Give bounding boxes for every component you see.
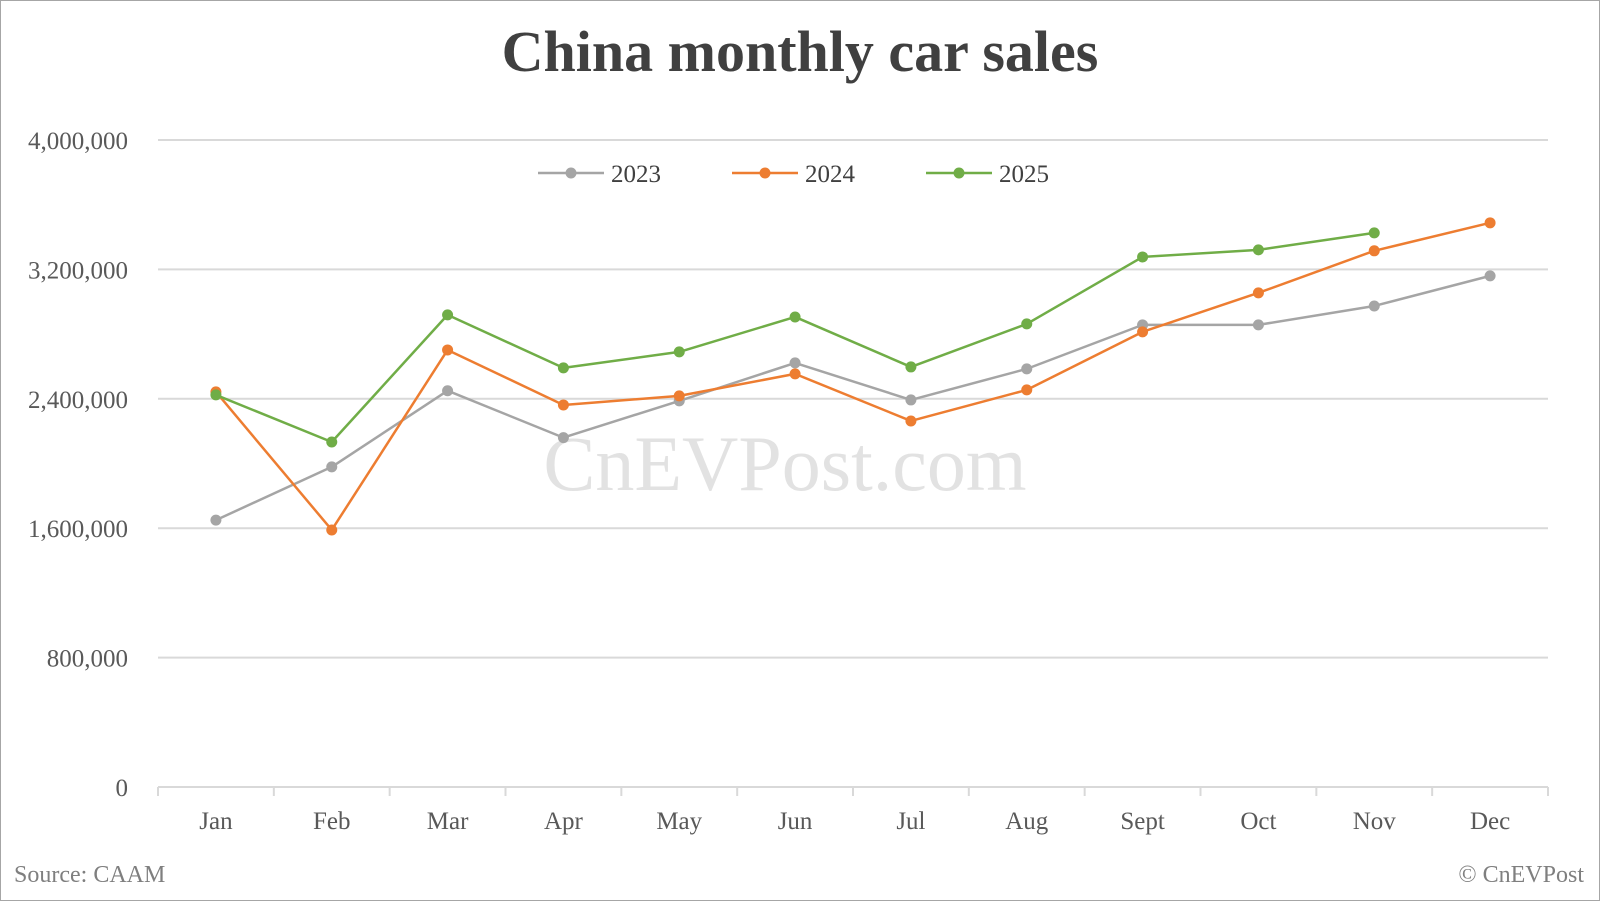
legend-label: 2024 — [805, 161, 856, 188]
series-2025 — [210, 227, 1380, 448]
y-tick-label: 3,200,000 — [28, 257, 128, 284]
data-point[interactable] — [673, 346, 685, 358]
x-tick-label: Feb — [313, 808, 351, 835]
data-point[interactable] — [1137, 251, 1149, 263]
y-tick-label: 0 — [116, 775, 129, 802]
data-point[interactable] — [789, 368, 801, 380]
data-point[interactable] — [557, 432, 569, 444]
x-tick-label: Apr — [544, 808, 584, 835]
y-tick-label: 1,600,000 — [28, 516, 128, 543]
data-point[interactable] — [1021, 384, 1033, 396]
data-point[interactable] — [442, 385, 454, 397]
x-tick-label: May — [656, 808, 702, 835]
data-point[interactable] — [1368, 300, 1380, 312]
legend-marker-icon — [953, 167, 965, 179]
data-point[interactable] — [326, 436, 338, 448]
data-point[interactable] — [557, 399, 569, 411]
data-point[interactable] — [326, 524, 338, 536]
data-point[interactable] — [1021, 363, 1033, 375]
x-tick-label: Jul — [896, 808, 925, 835]
legend: 2023 2024 2025 — [538, 161, 1049, 188]
legend-label: 2023 — [611, 161, 661, 188]
data-point[interactable] — [905, 394, 917, 406]
data-point[interactable] — [789, 311, 801, 323]
series-line — [215, 274, 1491, 522]
data-point[interactable] — [1368, 245, 1380, 257]
data-point[interactable] — [210, 514, 222, 526]
legend-item-2023[interactable]: 2023 — [538, 161, 661, 188]
data-point[interactable] — [1484, 270, 1496, 282]
watermark: CnEVPost.com — [543, 420, 1026, 507]
data-point[interactable] — [326, 461, 338, 473]
gridlines — [158, 139, 1548, 659]
y-tick-label: 800,000 — [47, 646, 128, 673]
x-tick-label: Jan — [199, 808, 233, 835]
data-point[interactable] — [442, 309, 454, 321]
legend-marker-icon — [759, 167, 771, 179]
x-tick-label: Jun — [778, 808, 813, 835]
x-axis: Jan Feb Mar Apr May Jun Jul Aug Sept Oct Nov Dec — [157, 786, 1549, 835]
data-point[interactable] — [905, 361, 917, 373]
data-point[interactable] — [557, 362, 569, 374]
series-line — [215, 231, 1375, 444]
x-tick-label: Nov — [1353, 808, 1397, 835]
data-point[interactable] — [1252, 287, 1264, 299]
series-line — [214, 221, 1491, 532]
data-point[interactable] — [1484, 217, 1496, 229]
data-point[interactable] — [1252, 244, 1264, 256]
series-lines — [210, 217, 1496, 536]
source-note: Source: CAAM — [14, 862, 166, 888]
legend-label: 2025 — [999, 161, 1049, 188]
y-axis: 0 800,000 1,600,000 2,400,000 3,200,000 4,000… — [28, 128, 128, 802]
x-tick-label: Aug — [1005, 808, 1049, 835]
data-point[interactable] — [905, 415, 917, 427]
x-tick-label: Sept — [1120, 808, 1165, 835]
data-point[interactable] — [1252, 319, 1264, 331]
data-point[interactable] — [673, 390, 685, 402]
copyright-note: © CnEVPost — [1458, 862, 1584, 888]
data-point[interactable] — [789, 357, 801, 369]
legend-marker-icon — [565, 167, 577, 179]
legend-item-2024[interactable]: 2024 — [732, 161, 856, 188]
chart-title: China monthly car sales — [501, 19, 1099, 84]
data-point[interactable] — [1021, 318, 1033, 330]
legend-item-2025[interactable]: 2025 — [926, 161, 1049, 188]
data-point[interactable] — [1137, 326, 1149, 338]
y-tick-label: 4,000,000 — [28, 128, 128, 155]
data-point[interactable] — [210, 389, 222, 401]
x-tick-label: Mar — [427, 808, 469, 835]
data-point[interactable] — [1368, 227, 1380, 239]
data-point[interactable] — [442, 344, 454, 356]
y-tick-label: 2,400,000 — [28, 387, 128, 414]
x-tick-label: Oct — [1240, 808, 1276, 835]
x-tick-label: Dec — [1470, 808, 1510, 835]
